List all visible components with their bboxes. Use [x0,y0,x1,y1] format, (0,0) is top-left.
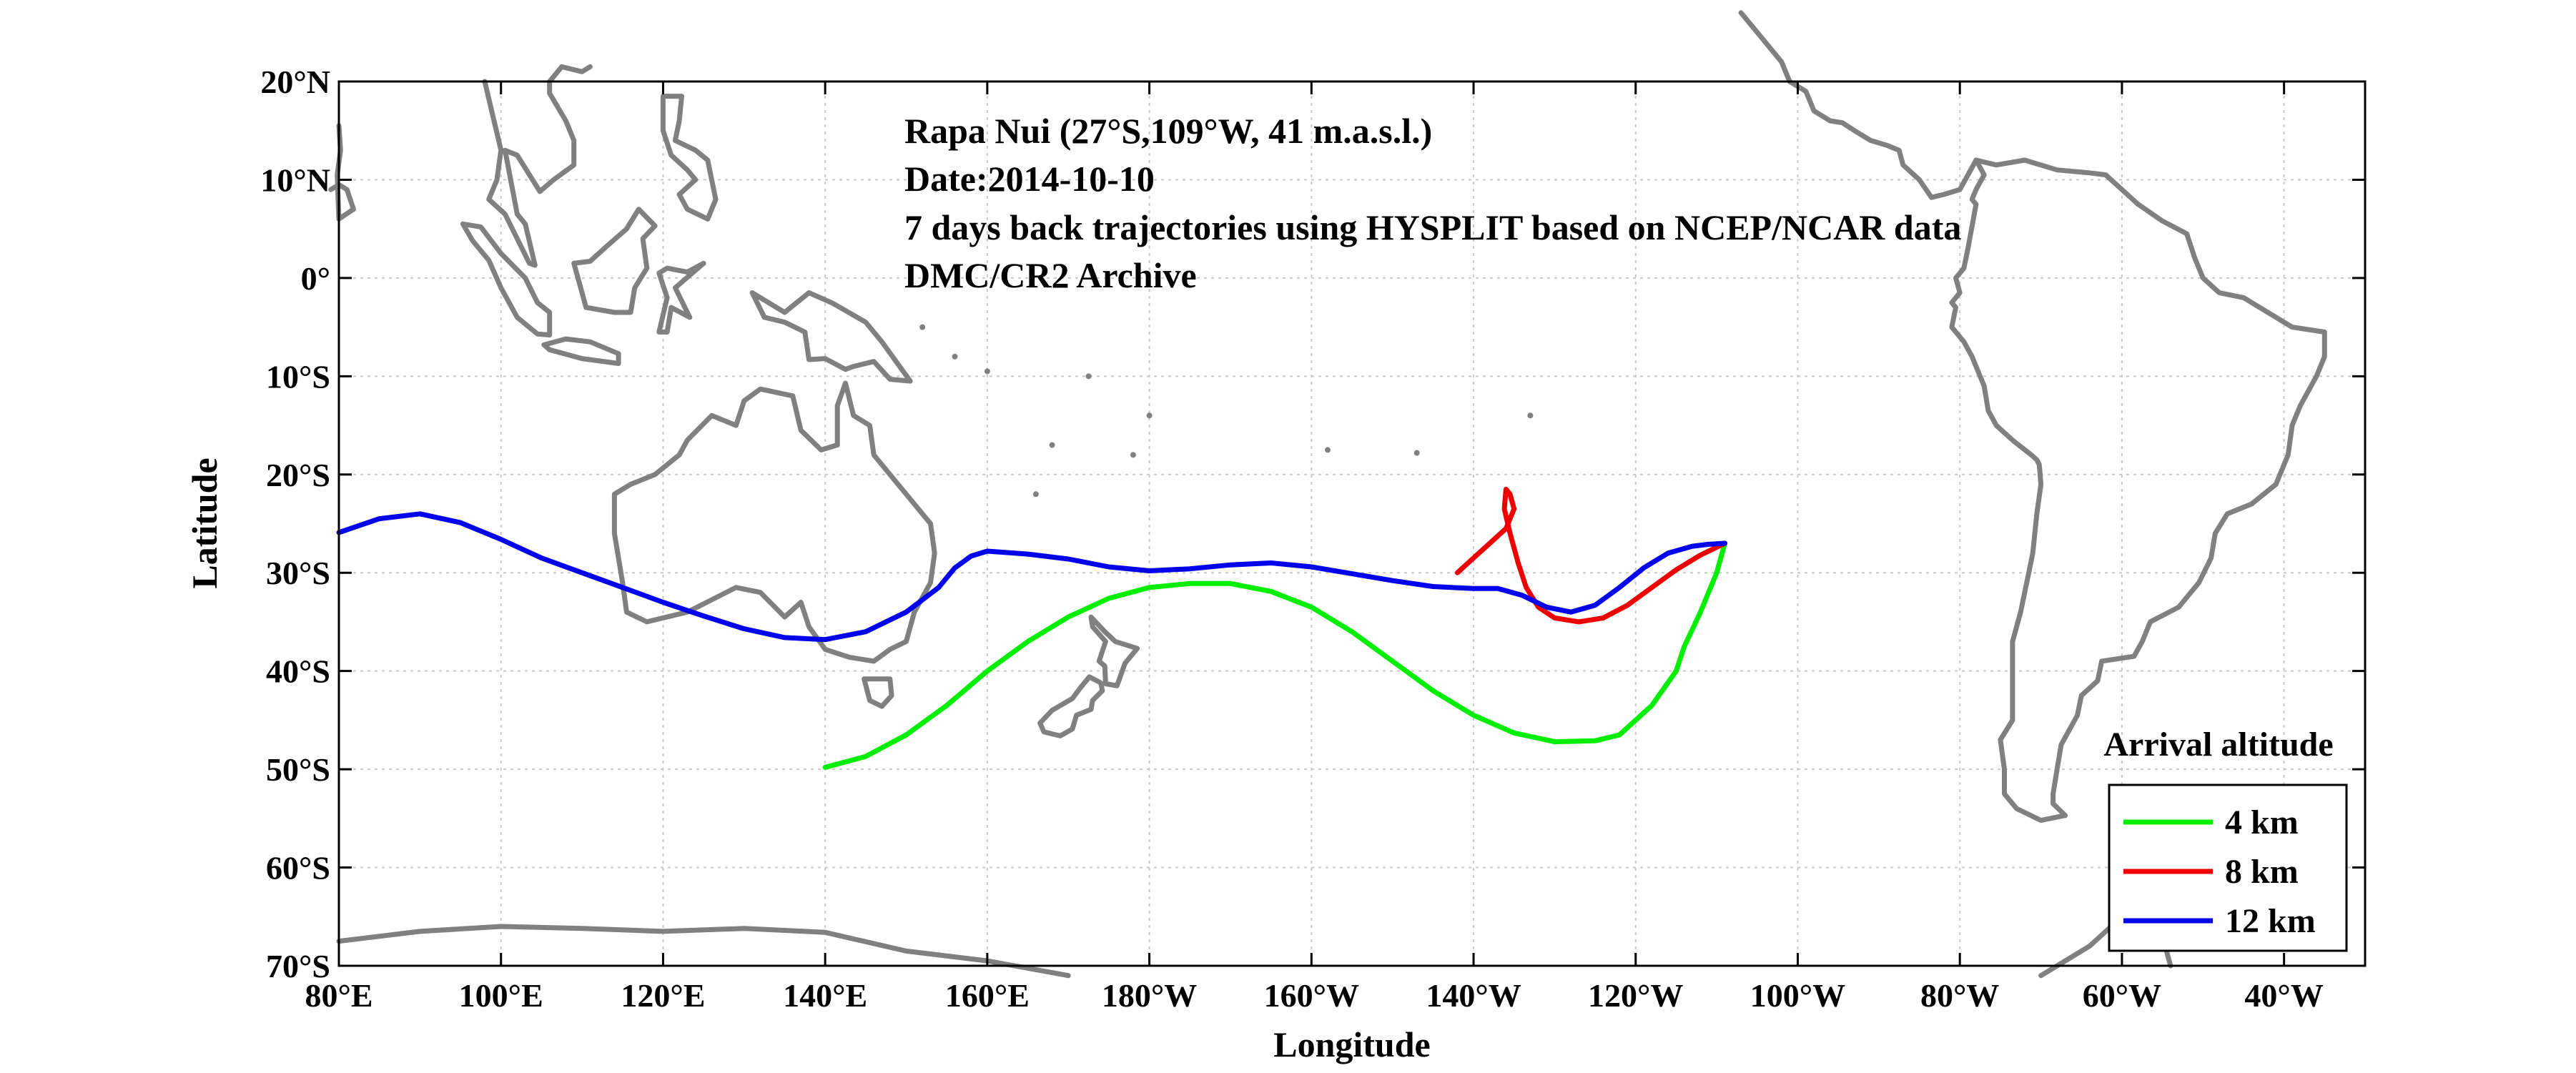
y-tick-label: 30°S [266,555,330,591]
axis-ticks: 80°E 100°E 120°E 140°E 160°E 180°W 160°W 140°W 1… [260,64,2365,1014]
legend-label-12km: 12 km [2225,902,2316,940]
java-coast [541,336,621,366]
x-tick-label: 80°W [1920,977,1999,1014]
island-dot [1049,442,1055,448]
new-zealand-south [1037,674,1105,738]
legend-label-4km: 4 km [2225,803,2299,841]
island-dot [1413,450,1420,456]
x-tick-label: 120°W [1588,977,1683,1014]
australia-coast [611,380,937,664]
x-tick-label: 140°W [1426,977,1521,1014]
antarctica-coast [336,924,1071,979]
y-tick-label: 20°S [266,457,330,493]
plot-area [339,81,2365,966]
plot-border [337,80,2367,967]
y-tick-label: 70°S [266,948,330,984]
y-tick-label: 20°N [260,64,330,100]
indochina-coast [482,64,593,268]
info-text-block: Rapa Nui (27°S,109°W, 41 m.a.s.l.) Date:… [904,111,1961,295]
trajectory-8km [1454,486,1727,625]
y-tick-label: 0° [301,260,330,297]
trajectory-lines [336,486,1727,770]
x-tick-label: 60°W [2083,977,2161,1014]
island-dot [1130,452,1136,458]
legend: 4 km 8 km 12 km [2108,783,2348,952]
sulawesi-coast [656,260,706,335]
island-dot [1032,491,1039,498]
info-line-date: Date:2014-10-10 [904,159,1155,199]
x-tick-label: 180°W [1102,977,1197,1014]
x-tick-label: 40°W [2244,977,2323,1014]
trajectory-4km [822,540,1727,770]
south-america-coast [1949,157,2327,824]
philippines-coast [660,94,719,222]
info-line-method: 7 days back trajectories using HYSPLIT b… [904,207,1961,247]
y-tick-label: 10°N [260,162,330,198]
borneo-coast [571,207,658,315]
y-axis-label: Latitude [184,458,224,588]
central-america-coast [1738,10,1979,200]
legend-title: Arrival altitude [2103,726,2333,763]
y-tick-label: 50°S [266,751,330,788]
y-tick-label: 10°S [266,358,330,395]
island-dot [1527,412,1534,419]
new-guinea-coast [749,290,913,384]
x-tick-label: 100°E [459,977,543,1014]
island-dot [984,368,990,375]
new-zealand-north [1088,614,1140,688]
legend-label-8km: 8 km [2225,853,2299,891]
x-tick-label: 140°E [783,977,867,1014]
island-dot [919,324,926,330]
x-tick-label: 120°E [621,977,705,1014]
info-line-station: Rapa Nui (27°S,109°W, 41 m.a.s.l.) [904,111,1432,151]
island-dot [952,353,958,360]
x-axis-label: Longitude [1273,1024,1431,1064]
y-tick-label: 60°S [266,850,330,886]
info-line-archive: DMC/CR2 Archive [904,255,1197,295]
sumatra-coast [460,221,553,338]
x-tick-label: 160°W [1264,977,1359,1014]
island-dot [1085,373,1092,380]
x-tick-label: 80°E [305,977,372,1014]
y-tick-label: 40°S [266,653,330,690]
x-tick-label: 160°E [945,977,1030,1014]
island-dot [1324,447,1331,453]
island-dot [1146,412,1153,419]
india-coast [328,123,356,222]
x-tick-label: 100°W [1750,977,1845,1014]
trajectory-12km [336,511,1727,643]
tasmania-coast [862,676,894,709]
